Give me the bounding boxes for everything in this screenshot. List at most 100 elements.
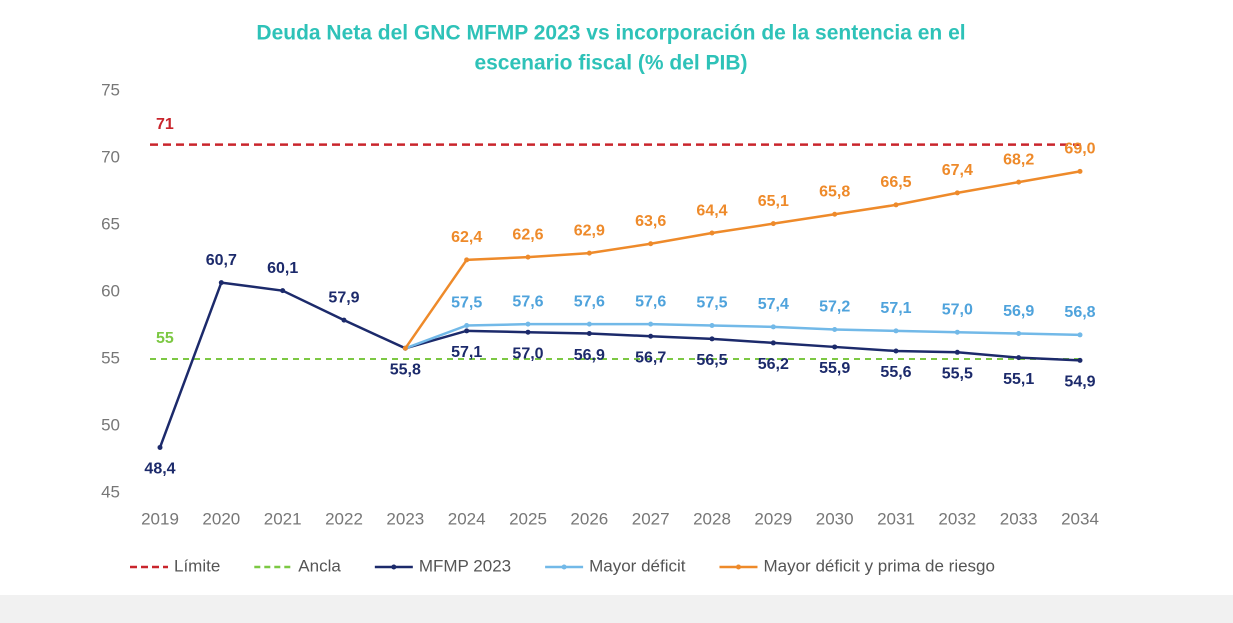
data-label: 57,6	[574, 293, 605, 310]
data-point	[709, 323, 715, 328]
data-point	[525, 254, 531, 260]
x-tick-label: 2034	[1061, 509, 1099, 528]
data-point	[218, 280, 224, 286]
x-tick-label: 2023	[386, 509, 424, 528]
legend-label: Límite	[174, 556, 220, 575]
data-label: 57,4	[758, 296, 789, 313]
data-label: 62,4	[451, 229, 482, 246]
x-tick-label: 2030	[816, 509, 854, 528]
data-label: 57,0	[942, 301, 973, 318]
data-point	[464, 328, 470, 334]
data-point	[1077, 168, 1083, 174]
data-point	[954, 349, 960, 355]
data-label: 65,8	[819, 183, 850, 200]
x-tick-label: 2024	[448, 509, 486, 528]
y-tick-label: 70	[101, 147, 120, 166]
data-point	[157, 444, 163, 450]
chart-subtitle: escenario fiscal (% del PIB)	[474, 52, 747, 75]
reference-label: 55	[156, 330, 174, 347]
data-label: 55,5	[942, 366, 973, 383]
y-tick-label: 65	[101, 214, 120, 233]
x-tick-label: 2020	[202, 509, 240, 528]
data-label: 57,1	[880, 300, 911, 317]
legend-label: Ancla	[298, 556, 341, 575]
legend-marker	[391, 564, 397, 570]
x-tick-label: 2033	[1000, 509, 1038, 528]
footer-band	[0, 595, 1233, 623]
data-point	[586, 250, 592, 256]
data-point	[1077, 332, 1083, 338]
data-point	[341, 317, 347, 323]
data-point	[402, 345, 408, 351]
data-label: 56,9	[1003, 303, 1034, 320]
data-label: 55,9	[819, 360, 850, 377]
data-label: 62,6	[512, 226, 543, 243]
series-line	[404, 170, 1081, 349]
data-label: 55,6	[880, 364, 911, 381]
data-label: 56,7	[635, 349, 666, 366]
data-label: 48,4	[144, 461, 175, 478]
data-point	[954, 329, 960, 335]
data-label: 69,0	[1064, 141, 1095, 158]
data-label: 57,5	[451, 295, 482, 312]
data-label: 57,2	[819, 299, 850, 316]
data-point	[525, 321, 531, 327]
y-tick-label: 45	[101, 482, 120, 501]
data-label: 55,1	[1003, 371, 1034, 388]
data-label: 56,8	[1064, 304, 1095, 321]
data-label: 66,5	[880, 174, 911, 191]
series-line	[158, 281, 1081, 448]
data-point	[1016, 179, 1022, 185]
data-point	[1077, 357, 1083, 363]
x-tick-label: 2021	[264, 509, 302, 528]
x-tick-label: 2027	[632, 509, 670, 528]
data-label: 60,1	[267, 260, 298, 277]
x-tick-label: 2029	[754, 509, 792, 528]
y-tick-label: 55	[101, 348, 120, 367]
x-tick-label: 2022	[325, 509, 363, 528]
data-point	[525, 329, 531, 335]
x-tick-label: 2019	[141, 509, 179, 528]
series-line	[404, 322, 1081, 350]
data-label: 64,4	[696, 202, 727, 219]
data-point	[464, 323, 470, 328]
data-label: 62,9	[574, 222, 605, 239]
data-point	[954, 190, 960, 196]
data-label: 56,9	[574, 347, 605, 364]
data-point	[1016, 331, 1022, 337]
reference-label: 71	[156, 116, 174, 133]
data-point	[1016, 355, 1022, 361]
data-point	[893, 202, 899, 208]
data-point	[648, 241, 654, 247]
data-point	[832, 211, 838, 217]
data-point	[770, 340, 776, 346]
data-point	[586, 331, 592, 337]
data-label: 56,2	[758, 356, 789, 373]
data-point	[893, 328, 899, 334]
x-tick-label: 2025	[509, 509, 547, 528]
data-label: 57,0	[512, 345, 543, 362]
data-label: 67,4	[942, 162, 973, 179]
y-tick-label: 75	[101, 80, 120, 99]
data-label: 68,2	[1003, 151, 1034, 168]
data-point	[648, 321, 654, 327]
data-label: 57,1	[451, 344, 482, 361]
legend-marker	[561, 564, 567, 570]
data-point	[893, 348, 899, 354]
legend-label: Mayor déficit	[589, 556, 686, 575]
data-point	[770, 324, 776, 330]
data-point	[709, 336, 715, 342]
legend-marker	[735, 564, 741, 570]
data-label: 57,6	[635, 293, 666, 310]
x-tick-label: 2026	[570, 509, 608, 528]
data-point	[832, 344, 838, 350]
data-point	[586, 321, 592, 327]
chart-title: Deuda Neta del GNC MFMP 2023 vs incorpor…	[256, 22, 965, 45]
data-label: 57,6	[512, 293, 543, 310]
data-label: 57,5	[696, 295, 727, 312]
legend-label: MFMP 2023	[419, 556, 511, 575]
data-point	[709, 230, 715, 236]
data-label: 60,7	[206, 252, 237, 269]
